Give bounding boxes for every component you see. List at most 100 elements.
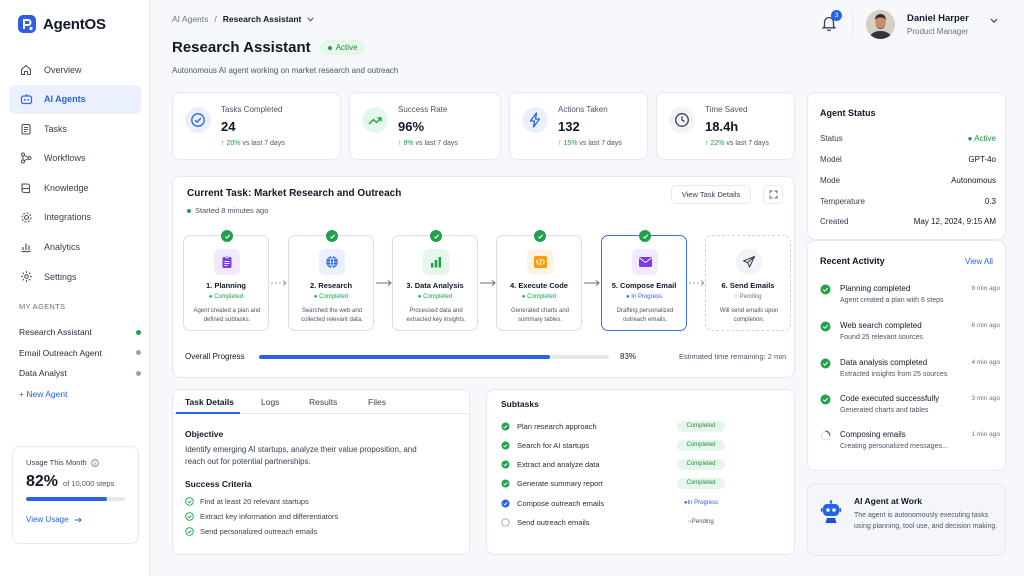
agent-at-work-card: AI Agent at Work The agent is autonomous… bbox=[807, 483, 1006, 556]
sidebar-item-workflows[interactable]: Workflows bbox=[9, 144, 141, 173]
criteria-label: Find at least 20 relevant startups bbox=[200, 497, 309, 506]
activity-time: 3 min ago bbox=[971, 395, 1000, 402]
header-divider bbox=[852, 12, 853, 38]
activity-time: 8 min ago bbox=[971, 285, 1000, 292]
activity-title: Code executed successfully bbox=[840, 394, 940, 403]
clipboard-icon bbox=[19, 122, 33, 136]
subtask-row[interactable]: Generate summary report Completed bbox=[501, 476, 731, 490]
expand-icon bbox=[769, 190, 777, 199]
subtask-status-badge: ○ Pending bbox=[688, 519, 714, 525]
view-usage-label: View Usage bbox=[26, 515, 69, 524]
status-value: GPT-4o bbox=[968, 155, 996, 164]
delta-note: vs last 7 days bbox=[242, 140, 285, 147]
view-all-link[interactable]: View All bbox=[965, 257, 993, 266]
step-status-label: In Progress bbox=[631, 294, 662, 300]
sidebar-item-knowledge[interactable]: Knowledge bbox=[9, 173, 141, 202]
info-icon[interactable] bbox=[91, 458, 99, 467]
chevron-down-icon[interactable] bbox=[307, 16, 314, 22]
user-name[interactable]: Daniel Harper bbox=[907, 13, 969, 24]
avatar[interactable] bbox=[866, 10, 895, 39]
agent-at-work-line: using planning, tool use, and decision m… bbox=[854, 523, 998, 530]
step-send-emails[interactable]: 6. Send Emails ○ Pending Will send email… bbox=[705, 235, 791, 331]
sidebar-item-ai-agents[interactable]: AI Agents bbox=[9, 84, 141, 114]
step-desc-line: Drafting personalized bbox=[616, 308, 674, 314]
arrow-dashed-icon bbox=[689, 280, 705, 286]
page-title: Research Assistant bbox=[172, 39, 311, 56]
step-status-label: Completed bbox=[423, 294, 453, 300]
settings-icon bbox=[19, 270, 33, 284]
subtask-status-badge: Completed bbox=[677, 477, 725, 489]
step-status-label: Pending bbox=[739, 294, 762, 300]
step-compose-email[interactable]: 5. Compose Email ● In Progress Drafting … bbox=[601, 230, 687, 331]
delta-value: ↑ 8% bbox=[398, 140, 414, 147]
step-data-analysis[interactable]: 3. Data Analysis ● Completed Processed d… bbox=[392, 230, 478, 331]
agent-item-research-assistant[interactable]: Research Assistant bbox=[19, 322, 141, 343]
agent-item-data-analyst[interactable]: Data Analyst bbox=[19, 363, 141, 384]
arrow-right-icon bbox=[74, 516, 82, 523]
check-circle-icon bbox=[501, 499, 510, 507]
agent-item-email-outreach[interactable]: Email Outreach Agent bbox=[19, 343, 141, 364]
status-value-label: Active bbox=[974, 134, 996, 143]
chevron-down-icon[interactable] bbox=[990, 18, 998, 24]
overall-progress-percent: 83% bbox=[620, 352, 637, 361]
view-task-details-button[interactable]: View Task Details bbox=[671, 185, 751, 204]
sidebar-item-tasks[interactable]: Tasks bbox=[9, 114, 141, 143]
step-desc-line: Agent created a plan and bbox=[193, 308, 261, 314]
status-dot bbox=[136, 370, 141, 376]
notification-badge: 3 bbox=[831, 10, 842, 21]
tab-files[interactable]: Files bbox=[368, 397, 386, 407]
step-desc-line: extracted key insights. bbox=[406, 317, 466, 323]
subtask-row[interactable]: Compose outreach emails ● In Progress bbox=[501, 496, 731, 510]
agent-status-heading: Agent Status bbox=[820, 108, 876, 118]
stat-value: 132 bbox=[558, 119, 580, 134]
agent-name: Research Assistant bbox=[19, 327, 92, 338]
expand-button[interactable] bbox=[763, 185, 783, 204]
agent-at-work-title: AI Agent at Work bbox=[854, 496, 923, 506]
breadcrumb-current[interactable]: Research Assistant bbox=[222, 14, 302, 24]
current-task-title: Current Task: Market Research and Outrea… bbox=[187, 188, 402, 199]
subtask-status-badge: ● In Progress bbox=[683, 500, 719, 506]
sidebar-item-settings[interactable]: Settings bbox=[9, 262, 141, 291]
step-name: 6. Send Emails bbox=[721, 281, 775, 290]
subtask-label: Plan research approach bbox=[517, 421, 597, 431]
subtasks-heading: Subtasks bbox=[501, 399, 539, 409]
task-started-label: Started 8 minutes ago bbox=[195, 206, 269, 215]
step-desc-line: completion. bbox=[733, 317, 765, 323]
check-circle-icon bbox=[185, 527, 194, 536]
step-execute-code[interactable]: 4. Execute Code ● Completed Generated ch… bbox=[496, 230, 582, 331]
subtask-row[interactable]: Search for AI startups Completed bbox=[501, 438, 731, 452]
sidebar-item-integrations[interactable]: Integrations bbox=[9, 203, 141, 232]
sidebar-item-overview[interactable]: Overview bbox=[9, 55, 141, 84]
tab-task-details[interactable]: Task Details bbox=[185, 397, 234, 407]
step-name: 4. Execute Code bbox=[510, 281, 568, 290]
sidebar-item-analytics[interactable]: Analytics bbox=[9, 233, 141, 262]
lightning-icon bbox=[522, 107, 548, 133]
arrow-right-icon bbox=[376, 280, 392, 286]
check-circle-icon bbox=[501, 441, 510, 449]
arrow-right-icon bbox=[480, 280, 496, 286]
app-logo[interactable]: AgentOS bbox=[17, 14, 106, 34]
sidebar: AgentOS Overview AI Agents Tasks Workflo… bbox=[0, 0, 150, 576]
agent-name: Data Analyst bbox=[19, 368, 67, 379]
recent-activity-heading: Recent Activity bbox=[820, 256, 885, 266]
tab-logs[interactable]: Logs bbox=[261, 397, 280, 407]
sidebar-item-label: Settings bbox=[44, 271, 77, 282]
step-research[interactable]: 2. Research ● Completed Searched the web… bbox=[288, 230, 374, 331]
status-value: ● Active bbox=[967, 134, 996, 143]
step-name: 3. Data Analysis bbox=[406, 281, 464, 290]
breadcrumb-parent[interactable]: AI Agents bbox=[172, 14, 209, 24]
subtask-row[interactable]: Send outreach emails ○ Pending bbox=[501, 515, 731, 529]
new-agent-button[interactable]: + New Agent bbox=[19, 388, 68, 399]
tab-results[interactable]: Results bbox=[309, 397, 338, 407]
status-key: Created bbox=[820, 217, 849, 226]
criteria-label: Extract key information and differentiat… bbox=[200, 512, 339, 521]
current-task-card: Current Task: Market Research and Outrea… bbox=[172, 176, 795, 378]
view-usage-link[interactable]: View Usage bbox=[26, 515, 125, 524]
subtask-label: Send outreach emails bbox=[517, 517, 590, 527]
check-icon bbox=[430, 230, 442, 242]
chart-icon bbox=[19, 240, 33, 254]
step-planning[interactable]: 1. Planning ● Completed Agent created a … bbox=[183, 230, 269, 331]
time-remaining: Estimated time remaining: 2 min bbox=[679, 352, 787, 361]
subtask-row[interactable]: Extract and analyze data Completed bbox=[501, 457, 731, 471]
subtask-row[interactable]: Plan research approach Completed bbox=[501, 419, 731, 433]
